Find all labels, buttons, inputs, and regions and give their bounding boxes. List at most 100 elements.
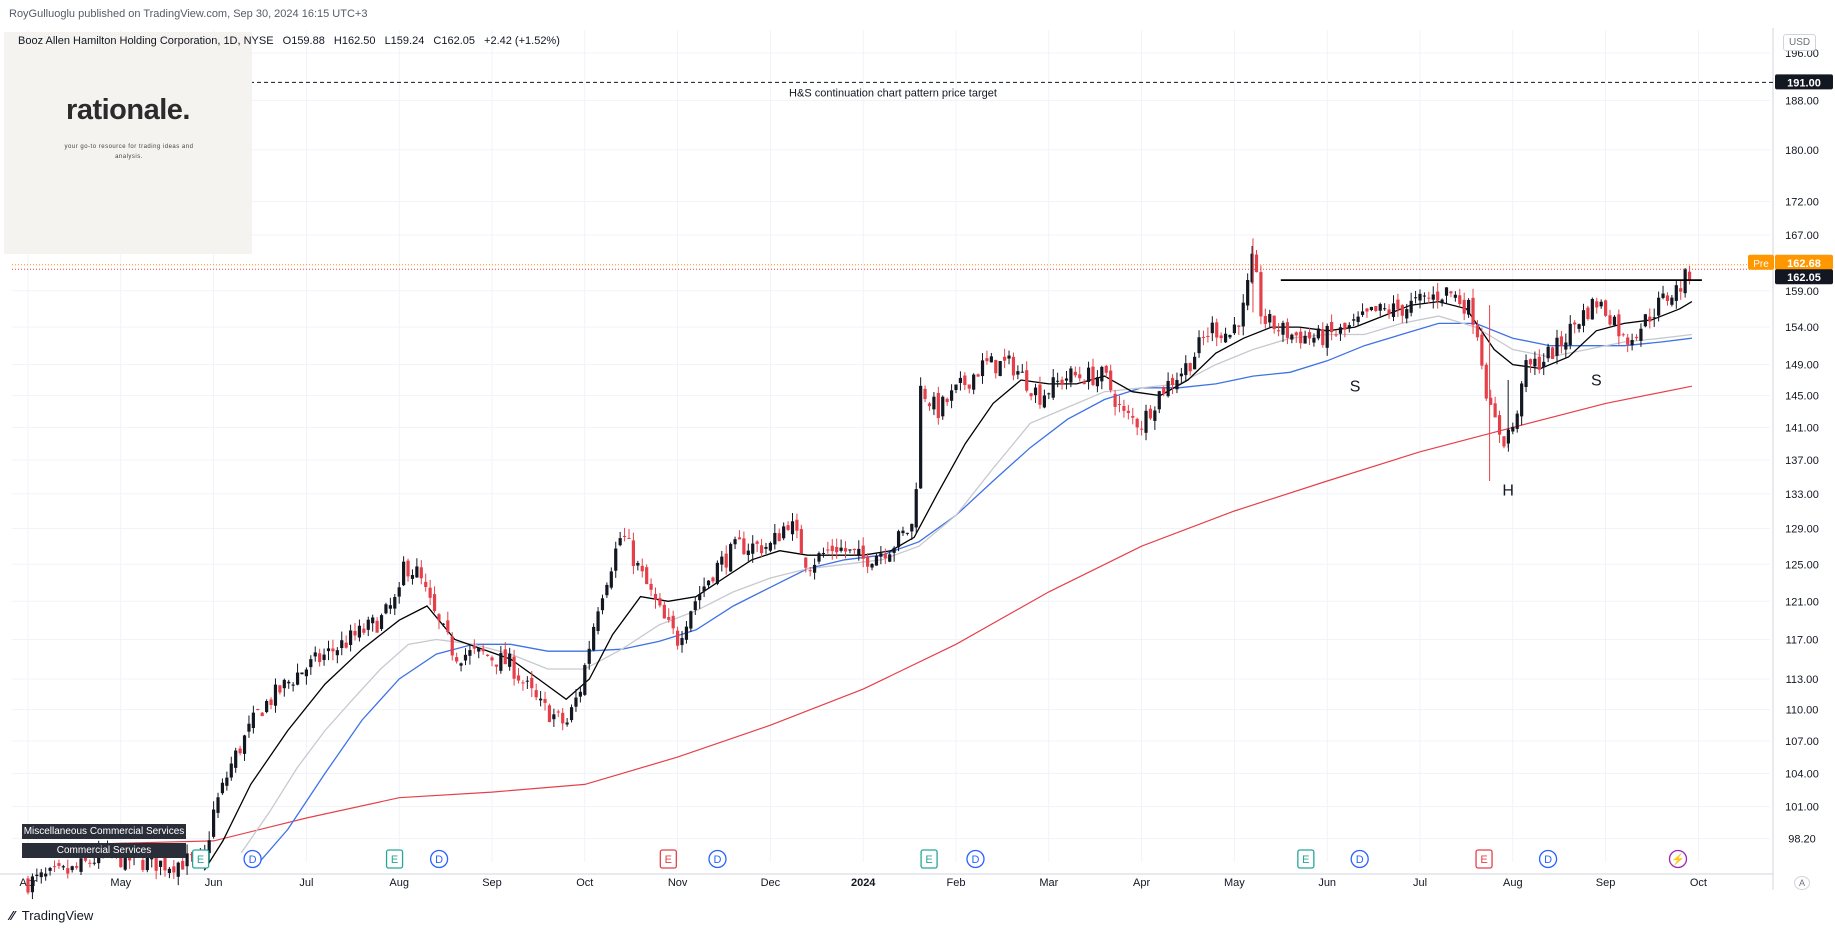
candle-body [1210, 322, 1214, 334]
candle-body [88, 862, 92, 864]
candle-body [883, 553, 887, 559]
tradingview-footer[interactable]: ⁄⁄ TradingView [10, 908, 93, 923]
candle-body [671, 615, 675, 629]
price-tick-label: 104.00 [1785, 768, 1819, 780]
time-tick-label: Feb [947, 877, 966, 889]
moving-average-line[interactable] [240, 315, 1692, 853]
price-axis[interactable]: 98.20 101.00 104.00 107.00 110.00 113.00 117.0… [1785, 48, 1819, 846]
candle-body [1356, 316, 1360, 323]
candle-body [667, 617, 671, 620]
candle-body [830, 545, 834, 552]
candle-body [905, 532, 909, 534]
candle-body [313, 652, 317, 657]
candle-body [1268, 313, 1272, 323]
candle-body [1413, 297, 1418, 299]
candle-body [1219, 335, 1223, 339]
candle-body [353, 630, 357, 636]
candle-body [282, 679, 286, 689]
candle-body [1661, 293, 1665, 298]
event-marker-label: E [391, 854, 398, 866]
candle-body [1131, 415, 1135, 418]
candle-body [1564, 342, 1568, 350]
time-tick-label: Mar [1039, 877, 1058, 889]
candle-body [1179, 373, 1183, 377]
candle-body [539, 698, 543, 701]
candle-body [1626, 337, 1630, 345]
auto-scale-button[interactable]: A [1794, 876, 1811, 890]
candle-body [158, 860, 163, 867]
candle-body [1276, 330, 1281, 332]
time-tick-label: Aug [389, 877, 409, 889]
time-tick-label: Jul [299, 877, 313, 889]
candle-body [676, 630, 680, 646]
publisher-header: RoyGulluoglu published on TradingView.co… [9, 8, 368, 20]
candle-body [388, 605, 392, 609]
candle-body [1117, 404, 1122, 406]
event-marker-label: E [197, 854, 204, 866]
candlesticks[interactable] [26, 238, 1692, 900]
symbol-name[interactable]: Booz Allen Hamilton Holding Corporation,… [18, 35, 274, 47]
candle-body [826, 549, 830, 551]
candle-body [658, 598, 662, 606]
industry-tag[interactable]: Commercial Services [22, 843, 186, 858]
sector-tag[interactable]: Miscellaneous Commercial Services [22, 824, 186, 839]
candle-body [525, 680, 529, 682]
dividend-marker [966, 849, 985, 869]
candle-body [1025, 370, 1029, 391]
candle-body [1409, 300, 1413, 313]
candle-body [1073, 371, 1077, 376]
candle-body [600, 598, 605, 611]
candle-body [1374, 306, 1378, 311]
candle-body [1330, 322, 1334, 333]
candle-body [1590, 298, 1594, 320]
time-axis[interactable]: AprMayJunJulAugSepOctNovDec2024FebMarApr… [19, 877, 1707, 889]
price-tick-label: 101.00 [1785, 802, 1819, 814]
candle-body [852, 548, 856, 551]
tradingview-logo-icon: ⁄⁄ [10, 908, 15, 923]
candle-body [441, 623, 445, 625]
candle-body [1047, 393, 1051, 395]
candle-body [490, 657, 494, 661]
candle-body [75, 866, 79, 868]
moving-average-line[interactable] [203, 300, 1693, 871]
dividend-marker [429, 849, 449, 869]
candle-body [375, 620, 379, 633]
candle-body [1639, 328, 1643, 341]
candle-body [1652, 317, 1656, 319]
candle-body [848, 549, 852, 551]
time-tick-label: Jun [205, 877, 223, 889]
candle-body [1657, 297, 1661, 316]
candle-body [861, 545, 865, 559]
event-marker-label: E [1302, 854, 1309, 866]
candle-body [1369, 306, 1373, 311]
candle-body [1422, 295, 1427, 297]
candle-body [583, 665, 587, 695]
low-value: L159.24 [384, 35, 425, 47]
moving-average-line[interactable] [254, 322, 1692, 868]
price-target-label: H&S continuation chart pattern price tar… [789, 87, 997, 99]
candle-body [777, 533, 781, 542]
event-markers[interactable]: E D E D E D E D E D E D ⚡ [191, 849, 1688, 869]
candle-body [1449, 291, 1453, 294]
candle-body [154, 854, 158, 871]
currency-button[interactable]: USD [1783, 34, 1817, 51]
candle-body [941, 396, 945, 417]
candle-body [1453, 294, 1457, 298]
candle-body [795, 519, 799, 531]
candle-body [1405, 309, 1409, 319]
candle-body [1396, 299, 1400, 310]
candle-body [39, 872, 43, 878]
target-price-tag: 191.00 [1775, 74, 1833, 90]
moving-average-line[interactable] [27, 385, 1693, 848]
candle-body [866, 556, 870, 567]
candle-body [172, 866, 176, 873]
candle-body [534, 690, 538, 698]
candle-body [812, 564, 817, 573]
candle-body [1241, 302, 1245, 327]
candle-body [278, 685, 282, 693]
candle-body [273, 684, 278, 706]
candle-body [835, 546, 839, 553]
candle-body [207, 840, 211, 854]
candle-body [967, 384, 971, 389]
